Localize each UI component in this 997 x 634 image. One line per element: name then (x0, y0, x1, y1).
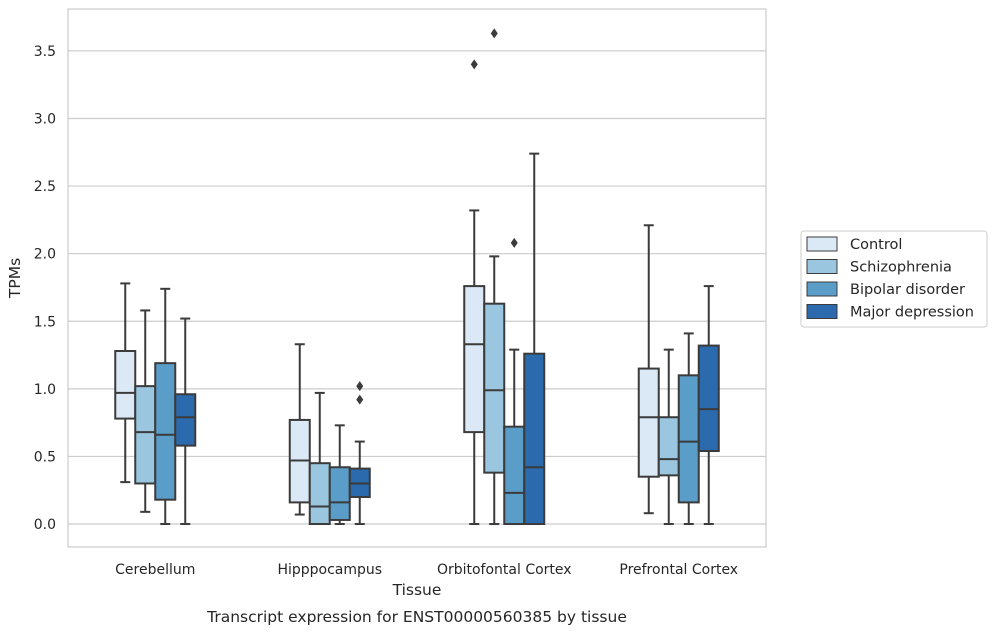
box (657, 416, 680, 477)
outlier-point (510, 237, 518, 248)
y-tick-label: 0.5 (34, 449, 56, 465)
chart-caption: Transcript expression for ENST0000056038… (206, 608, 627, 626)
box-group (348, 381, 371, 526)
box (697, 344, 720, 453)
y-tick-labels: 0.0 0.5 1.0 1.5 2.0 2.5 3.0 3.5 (34, 44, 56, 533)
box-group (174, 317, 197, 526)
legend-swatch (806, 259, 838, 274)
y-axis-label: TPMs (6, 258, 24, 299)
box (134, 385, 157, 485)
box (677, 374, 700, 504)
box-group (523, 152, 546, 526)
box-group (288, 343, 311, 516)
box-group (483, 28, 506, 526)
outlier-point (490, 28, 498, 39)
box (174, 393, 197, 447)
legend-swatch (806, 304, 838, 319)
y-tick-label: 2.5 (34, 179, 56, 195)
box (308, 462, 331, 526)
legend-label: Bipolar disorder (850, 282, 965, 298)
legend-swatch (806, 236, 838, 252)
box-group (114, 282, 137, 484)
outlier-point (470, 59, 478, 70)
box (114, 349, 137, 420)
legend-label: Schizophrenia (850, 260, 952, 276)
y-tick-label: 2.0 (34, 247, 56, 263)
box-group (697, 285, 720, 526)
y-tick-label: 3.5 (34, 44, 56, 60)
legend-frame (800, 230, 988, 328)
legend-label: Control (850, 237, 902, 253)
box (637, 367, 660, 478)
legend: Control Schizophrenia Bipolar disorder Majo… (800, 230, 988, 328)
x-tick-label: Orbitofontal Cortex (437, 562, 572, 578)
box (328, 466, 351, 521)
box-group (154, 287, 177, 526)
box-group (677, 332, 700, 526)
legend-swatch (806, 281, 838, 297)
x-tick-label: Prefrontal Cortex (619, 562, 738, 578)
outlier-point (356, 381, 364, 392)
x-tick-labels: Cerebellum Hipppocampus Orbitofontal Corte… (115, 562, 738, 578)
box (503, 425, 526, 526)
box-group (657, 348, 680, 526)
y-tick-label: 0.0 (34, 517, 56, 533)
x-tick-label: Cerebellum (115, 562, 195, 578)
x-tick-label: Hipppocampus (277, 562, 382, 578)
box (154, 362, 177, 501)
y-tick-label: 3.0 (34, 111, 56, 127)
box (483, 302, 506, 474)
y-tick-label: 1.0 (34, 382, 56, 398)
outlier-point (356, 394, 364, 405)
y-tick-label: 1.5 (34, 314, 56, 330)
box-groups (114, 28, 720, 526)
legend-items: Control Schizophrenia Bipolar disorder Majo… (806, 236, 974, 321)
x-axis-label: Tissue (392, 581, 442, 599)
box (463, 285, 486, 434)
box (523, 352, 546, 526)
legend-label: Major depression (850, 305, 974, 321)
